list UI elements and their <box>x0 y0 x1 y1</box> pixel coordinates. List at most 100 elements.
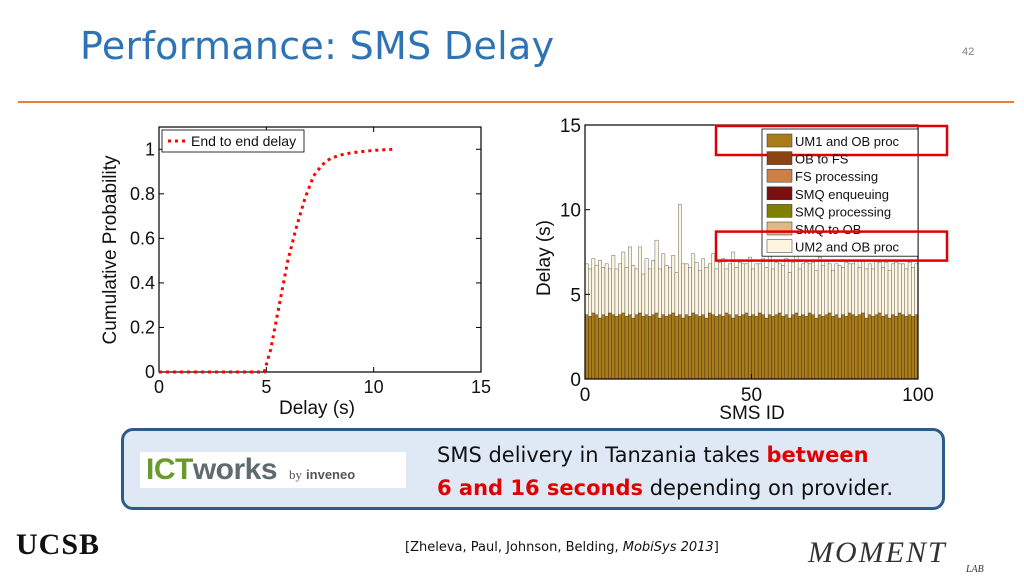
cdf-xtick-label: 5 <box>261 377 271 397</box>
bar-segment-um2 <box>754 263 759 317</box>
bar-segment-um2 <box>774 261 779 315</box>
bar-segment-um1 <box>857 314 862 380</box>
bar-segment-um2 <box>588 268 592 317</box>
bar-segment-um2 <box>817 256 822 315</box>
bar-segment-um1 <box>881 316 885 380</box>
bar-segment-um1 <box>708 312 712 380</box>
bar-segment-um1 <box>678 314 682 380</box>
bar-segment-um2 <box>614 268 619 317</box>
bar-segment-um1 <box>834 314 839 380</box>
bar-segment-um1 <box>631 317 636 380</box>
bar-segment-um2 <box>877 261 882 314</box>
bar-segment-um1 <box>608 312 612 380</box>
bar-segment-um2 <box>884 261 889 315</box>
bar-segment-um1 <box>694 314 699 380</box>
bar-segment-um2 <box>634 268 639 315</box>
bar-segment-um2 <box>907 261 912 315</box>
bar-segment-um1 <box>704 317 709 380</box>
bar-segment-um2 <box>601 267 606 315</box>
bar-segment-um2 <box>847 263 852 314</box>
bar-segment-um1 <box>784 314 789 380</box>
cdf-legend: End to end delay <box>161 129 305 153</box>
cdf-xtick-label: 0 <box>154 377 164 397</box>
bar-segment-um1 <box>877 312 882 380</box>
slide-number: 42 <box>962 46 975 58</box>
bar-legend-swatch <box>766 133 793 148</box>
bar-segment-um2 <box>837 265 842 319</box>
bar-segment-um1 <box>874 314 879 380</box>
bar-segment-um1 <box>614 316 619 380</box>
bar-segment-um2 <box>691 253 696 314</box>
bar-segment-um2 <box>891 263 895 315</box>
bar-legend-swatch <box>766 239 793 253</box>
bar-segment-um2 <box>811 261 815 315</box>
bar-segment-um2 <box>741 263 746 315</box>
logo-text-inveneo: inveneo <box>306 466 356 482</box>
bar-segment-um2 <box>688 267 692 317</box>
bar-segment-um2 <box>598 260 602 319</box>
bar-segment-um2 <box>611 255 616 315</box>
bar-segment-um2 <box>711 253 716 315</box>
bar-segment-um2 <box>698 270 702 317</box>
cdf-legend-label: End to end delay <box>191 133 296 149</box>
bar-legend-label: OB to FS <box>795 152 849 167</box>
bar-segment-um1 <box>668 314 672 380</box>
bar-segment-um1 <box>904 316 909 380</box>
bar-segment-um1 <box>714 316 719 380</box>
bar-segment-um2 <box>797 268 802 317</box>
bar-segment-um2 <box>781 265 785 317</box>
bar-xtick-label: 100 <box>902 385 934 406</box>
bar-segment-um1 <box>831 316 835 380</box>
bar-legend-label: SMQ to OB <box>795 222 861 237</box>
ucsb-logo: UCSB <box>16 528 101 561</box>
bar-segment-um2 <box>714 268 719 317</box>
bar-segment-um1 <box>601 314 606 380</box>
bar-segment-um2 <box>791 261 795 315</box>
bar-segment-um1 <box>641 316 646 380</box>
bar-segment-um1 <box>634 314 639 380</box>
bar-segment-um2 <box>608 268 612 314</box>
bar-legend-swatch <box>766 168 793 183</box>
bar-segment-um1 <box>757 312 762 380</box>
bar-segment-um2 <box>731 251 736 319</box>
bar-segment-um1 <box>841 314 845 380</box>
bar-segment-um2 <box>911 267 915 317</box>
bar-segment-um2 <box>851 263 855 315</box>
bar-segment-um1 <box>651 314 656 380</box>
bar-segment-um2 <box>628 246 632 315</box>
bar-segment-um1 <box>638 312 642 380</box>
bar-ytick-label: 10 <box>560 201 581 222</box>
bar-segment-um2 <box>801 263 805 315</box>
bar-legend-swatch <box>766 186 793 201</box>
bar-segment-um2 <box>658 268 662 319</box>
bar-legend-swatch <box>766 204 793 218</box>
bar-ytick-label: 0 <box>570 370 581 391</box>
legend-highlight-box <box>714 124 949 157</box>
cdf-legend-box <box>161 129 305 153</box>
bar-segment-um1 <box>711 314 716 380</box>
bar-segment-um1 <box>871 316 875 380</box>
bar-ytick-label: 15 <box>560 116 581 137</box>
bar-segment-um2 <box>827 263 832 314</box>
bar-segment-um1 <box>907 314 912 380</box>
bar-segment-um1 <box>854 316 859 380</box>
bar-segment-um2 <box>648 268 652 317</box>
bar-segment-um1 <box>718 314 722 380</box>
bar-segment-um1 <box>628 314 632 380</box>
bar-segment-um2 <box>794 248 799 314</box>
bar-segment-um1 <box>777 312 782 380</box>
bar-segment-um2 <box>631 265 636 319</box>
cdf-ytick-label: 0.6 <box>130 228 155 248</box>
bar-segment-um2 <box>761 258 766 315</box>
bar-legend-swatch <box>766 221 793 236</box>
bar-segment-um2 <box>681 263 686 319</box>
bar-segment-um2 <box>874 260 879 315</box>
moment-lab-sub: LAB <box>966 564 984 575</box>
bar-segment-um2 <box>684 263 689 315</box>
cdf-ytick-label: 1 <box>145 139 155 159</box>
bar-segment-um2 <box>704 267 709 319</box>
bar-segment-um1 <box>624 316 629 380</box>
cdf-frame <box>158 126 482 373</box>
callout-highlight-2: 6 and 16 seconds <box>437 476 644 500</box>
bar-segment-um2 <box>757 263 762 314</box>
